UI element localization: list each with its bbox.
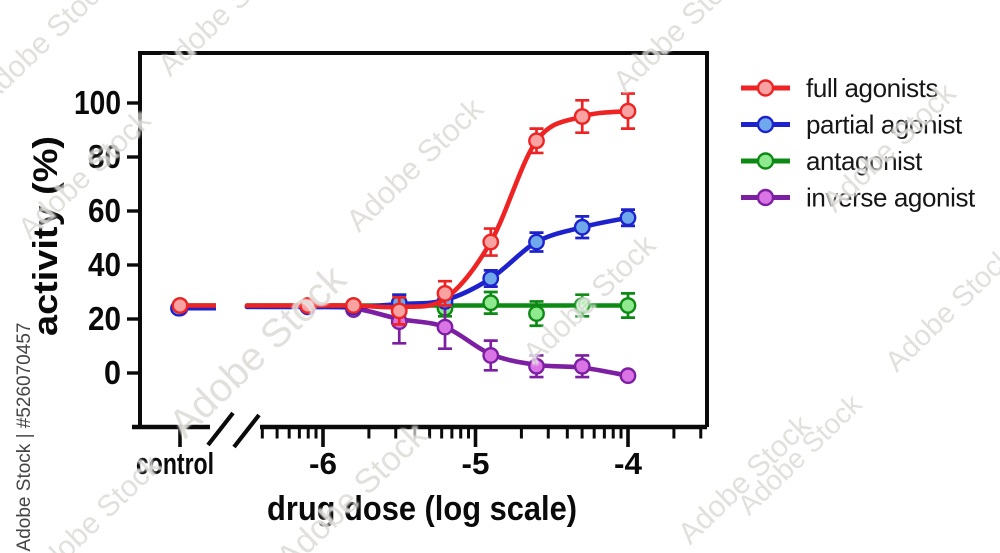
legend-item-full-agonists: full agonists — [741, 73, 939, 103]
data-point-full-agonists — [528, 132, 545, 150]
plot-border — [138, 51, 709, 427]
legend-item-partial-agonist: partial agonist — [741, 110, 963, 140]
data-point-inverse-agonist — [482, 347, 500, 364]
legend: full agonists partial agonist antagonist in… — [741, 73, 976, 213]
y-tick-label: 60 — [88, 192, 121, 229]
data-point-full-agonists — [345, 297, 362, 314]
y-tick-label: 40 — [88, 246, 121, 283]
x-tick-label: -4 — [614, 446, 643, 481]
legend-swatch-marker — [756, 79, 775, 97]
data-point-antagonist — [482, 294, 500, 312]
data-point-full-agonists — [390, 302, 408, 320]
data-point-full-agonists — [436, 284, 454, 302]
data-point-control-full-agonists — [171, 297, 189, 314]
y-tick-label: 80 — [88, 138, 121, 175]
y-tick-label: 20 — [88, 300, 121, 337]
x-tick-label: -5 — [462, 446, 490, 481]
x-tick-label: -6 — [309, 446, 337, 481]
legend-label: full agonists — [806, 73, 938, 103]
data-point-antagonist — [619, 297, 637, 314]
axis-break-marks — [206, 411, 261, 449]
data-point-full-agonists — [482, 233, 500, 251]
x-axis-title: drug dose (log scale) — [267, 490, 577, 528]
legend-label: antagonist — [806, 146, 923, 176]
data-point-partial-agonist — [619, 209, 637, 227]
axes: 0 20 40 60 80 100 control -6 -5 -4 drug dose (log … — [27, 51, 709, 528]
y-tick-label: 0 — [104, 354, 121, 391]
data-point-full-agonists — [619, 102, 637, 120]
legend-label: partial agonist — [806, 110, 963, 140]
legend-item-inverse-agonist: inverse agonist — [741, 183, 976, 213]
data-point-antagonist — [573, 297, 591, 314]
legend-swatch-marker — [756, 152, 775, 170]
legend-label: inverse agonist — [806, 183, 976, 213]
data-point-partial-agonist — [573, 218, 591, 236]
legend-swatch-marker — [756, 115, 775, 134]
data-point-full-agonists — [299, 297, 317, 314]
data-point-partial-agonist — [482, 270, 500, 287]
y-axis-title: activity (%) — [27, 136, 65, 336]
legend-swatch-marker — [756, 188, 775, 207]
data-point-inverse-agonist — [436, 318, 454, 336]
data-point-inverse-agonist — [573, 357, 591, 375]
data-point-partial-agonist — [528, 233, 545, 251]
curve-full-agonists — [244, 108, 631, 310]
legend-item-antagonist: antagonist — [741, 146, 924, 176]
data-point-inverse-agonist — [528, 357, 545, 375]
data-point-antagonist — [528, 305, 545, 322]
curve-inverse-agonist — [244, 304, 631, 378]
y-tick-label: 100 — [74, 84, 121, 121]
data-point-full-agonists — [573, 108, 591, 125]
x-tick-label-control: control — [136, 446, 214, 481]
data-point-inverse-agonist — [619, 367, 637, 385]
series-full-agonists — [171, 92, 637, 326]
series-partial-agonist — [170, 208, 637, 317]
